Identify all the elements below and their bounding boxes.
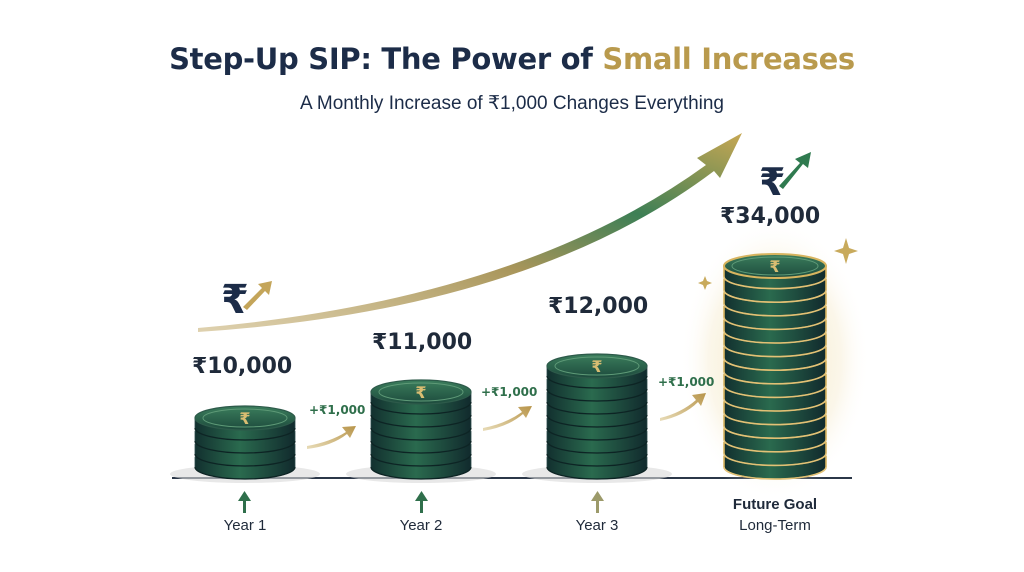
label-future-goal: Future Goal [732, 496, 818, 513]
amount-year-3: ₹12,000 [548, 294, 649, 319]
amount-future-goal: ₹34,000 [720, 204, 821, 229]
rupee-symbol: ₹ [591, 357, 602, 376]
svg-text:₹: ₹ [221, 277, 249, 323]
sparkle-icon [834, 238, 858, 264]
coin-stack-2: ₹ [370, 379, 472, 480]
label-year-1: Year 1 [223, 517, 267, 534]
increment-2: +₹1,000 [481, 385, 538, 399]
label-year-2: Year 2 [399, 517, 443, 534]
increment-3: +₹1,000 [658, 375, 715, 389]
rupee-growth-icon: ₹ [221, 277, 272, 323]
up-arrow-icon [415, 491, 428, 513]
coin-stack-1: ₹ [194, 405, 296, 480]
page-title: Step-Up SIP: The Power of Small Increase… [0, 42, 1024, 76]
svg-text:₹: ₹ [759, 160, 785, 204]
rupee-symbol: ₹ [239, 409, 250, 428]
rupee-symbol: ₹ [415, 383, 426, 402]
step-arrow-2 [483, 406, 532, 431]
amount-year-1: ₹10,000 [192, 354, 293, 379]
step-arrow-3 [660, 393, 706, 421]
up-arrow-icon [238, 491, 251, 513]
growth-arrow [198, 133, 742, 332]
title-main: Step-Up SIP: The Power of [169, 42, 603, 76]
sparkle-icon-small [698, 276, 712, 290]
label-year-3: Year 3 [575, 517, 619, 534]
rupee-growth-icon-goal: ₹ [759, 152, 811, 204]
page-subtitle: A Monthly Increase of ₹1,000 Changes Eve… [299, 93, 724, 114]
rupee-symbol: ₹ [769, 257, 780, 276]
coin-top [546, 353, 648, 379]
coin-stack-3: ₹ [546, 353, 648, 480]
step-arrow-1 [307, 426, 356, 449]
title-highlight: Small Increases [602, 42, 855, 76]
amount-year-2: ₹11,000 [372, 330, 473, 355]
up-arrow-icon [591, 491, 604, 513]
coin-top [194, 405, 296, 431]
label-long-term: Long-Term [739, 517, 811, 534]
coin-stacks: ₹ ₹ ₹ ₹ [194, 253, 827, 480]
coin-stack-4: ₹ [723, 253, 827, 480]
coin-top [723, 253, 827, 279]
coin-top [370, 379, 472, 405]
increment-1: +₹1,000 [309, 403, 366, 417]
